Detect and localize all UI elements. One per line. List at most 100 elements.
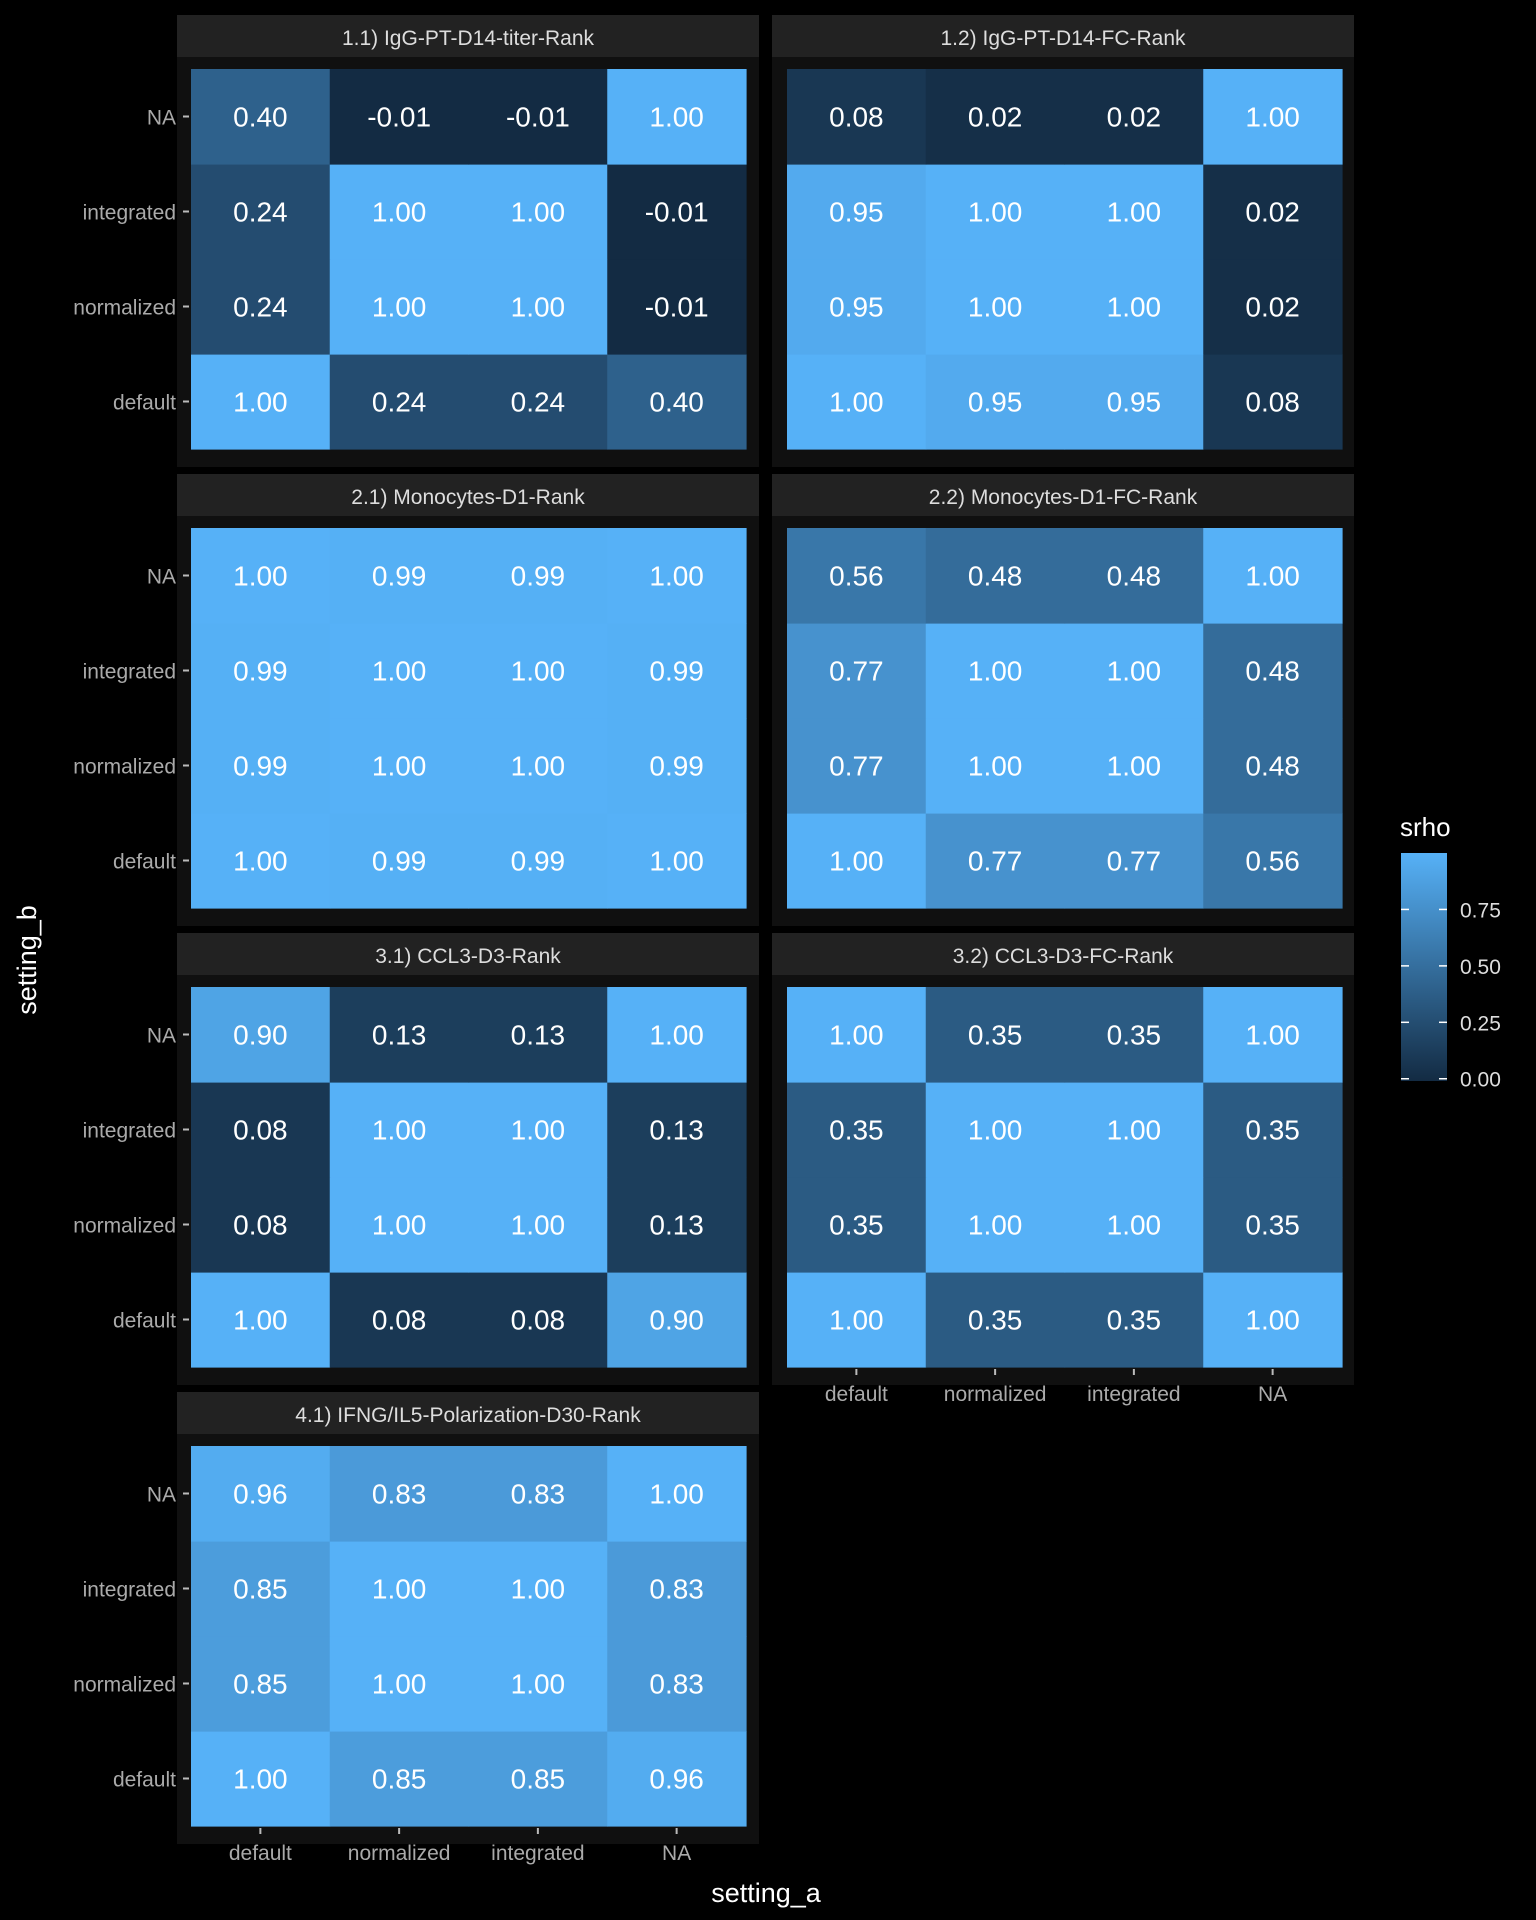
heatmap-cell [191, 1272, 331, 1368]
y-tick-label: normalized [73, 756, 176, 779]
heatmap-cell [925, 1082, 1066, 1178]
cell-value-label: 0.24 [233, 197, 288, 228]
cell-value-label: 1.00 [968, 751, 1023, 782]
cell-value-label: 1.00 [1107, 197, 1162, 228]
cell-value-label: 0.40 [233, 102, 288, 133]
cell-value-label: 1.00 [649, 561, 704, 592]
cell-value-label: 0.13 [372, 1020, 427, 1051]
cell-value-label: 1.00 [372, 1669, 427, 1700]
cell-value-label: 1.00 [1245, 561, 1300, 592]
cell-value-label: 0.95 [829, 292, 884, 323]
cell-value-label: 0.35 [1107, 1305, 1162, 1336]
cell-value-label: 0.99 [511, 846, 566, 877]
cell-value-label: 1.00 [372, 656, 427, 687]
facet-title: 4.1) IFNG/IL5-Polarization-D30-Rank [295, 1404, 641, 1427]
heatmap-cell [191, 1636, 331, 1732]
heatmap-cell [925, 813, 1066, 909]
y-tick-label: NA [147, 566, 176, 589]
facet-strip [177, 474, 759, 516]
heatmap-cell [1203, 718, 1343, 814]
cell-value-label: 0.77 [1107, 846, 1162, 877]
cell-value-label: 0.08 [233, 1115, 288, 1146]
heatmap-cell [925, 69, 1066, 165]
x-tick-label: integrated [1087, 1383, 1180, 1406]
cell-value-label: 0.02 [1245, 292, 1300, 323]
y-tick-label: default [113, 392, 176, 415]
y-tick-label: integrated [83, 661, 176, 684]
heatmap-cell [1064, 1272, 1204, 1368]
cell-value-label: 0.35 [1245, 1210, 1300, 1241]
cell-value-label: 0.08 [1245, 387, 1300, 418]
legend-tick-label: 0.75 [1460, 899, 1501, 922]
facet-title: 3.2) CCL3-D3-FC-Rank [953, 945, 1174, 968]
cell-value-label: 1.00 [829, 1305, 884, 1336]
heatmap-cell [925, 1272, 1066, 1368]
cell-value-label: 1.00 [1107, 751, 1162, 782]
panel: 2.1) Monocytes-D1-Rank 1.00 0.99 0.99 1.00 0.… [73, 474, 759, 926]
heatmap-cell [329, 164, 470, 260]
heatmap-cell [191, 1082, 331, 1178]
cell-value-label: 0.90 [649, 1305, 704, 1336]
heatmap-cell [468, 1636, 608, 1732]
cell-value-label: 1.00 [511, 197, 566, 228]
cell-value-label: 1.00 [511, 1574, 566, 1605]
x-tick-label: integrated [491, 1842, 584, 1865]
cell-value-label: 0.08 [372, 1305, 427, 1336]
heatmap-cell [191, 164, 331, 260]
heatmap-cell [607, 987, 747, 1083]
facet-strip [772, 933, 1354, 975]
cell-value-label: 0.99 [233, 656, 288, 687]
cell-value-label: 0.35 [968, 1020, 1023, 1051]
heatmap-cell [468, 1731, 608, 1827]
heatmap-cell [191, 1541, 331, 1637]
cell-value-label: 1.00 [372, 197, 427, 228]
y-tick-label: NA [147, 1025, 176, 1048]
y-tick-label: default [113, 851, 176, 874]
heatmap-cell [1203, 987, 1343, 1083]
cell-value-label: 1.00 [233, 561, 288, 592]
heatmap-cell [607, 718, 747, 814]
x-tick-label: normalized [348, 1842, 451, 1865]
heatmap-cell [1064, 623, 1204, 719]
cell-value-label: 1.00 [1107, 292, 1162, 323]
cell-value-label: 1.00 [511, 1210, 566, 1241]
cell-value-label: 0.02 [1107, 102, 1162, 133]
heatmap-cell [329, 718, 470, 814]
cell-value-label: 0.99 [372, 561, 427, 592]
heatmap-cell [329, 987, 470, 1083]
y-tick-label: normalized [73, 1215, 176, 1238]
heatmap-cell [468, 1446, 608, 1542]
facet-strip [772, 474, 1354, 516]
heatmap-cell [468, 354, 608, 450]
heatmap-cell [607, 354, 747, 450]
cell-value-label: 1.00 [372, 1210, 427, 1241]
cell-value-label: 1.00 [233, 1764, 288, 1795]
heatmap-cell [1203, 623, 1343, 719]
cell-value-label: 0.13 [649, 1210, 704, 1241]
heatmap-cell [787, 1272, 927, 1368]
cell-value-label: 0.77 [829, 656, 884, 687]
panels-layer: 1.1) IgG-PT-D14-titer-Rank 1.00 0.24 0.24 0.… [73, 15, 1354, 1865]
cell-value-label: 1.00 [233, 1305, 288, 1336]
heatmap-cell [329, 1636, 470, 1732]
cell-value-label: 0.95 [829, 197, 884, 228]
cell-value-label: 0.90 [233, 1020, 288, 1051]
heatmap-cell [925, 1177, 1066, 1273]
facet-strip [177, 1392, 759, 1434]
cell-value-label: 0.02 [1245, 197, 1300, 228]
heatmap-cell [1064, 164, 1204, 260]
heatmap-cell [468, 1272, 608, 1368]
y-tick-label: NA [147, 1484, 176, 1507]
heatmap-cell [329, 1272, 470, 1368]
panel: 1.1) IgG-PT-D14-titer-Rank 1.00 0.24 0.24 0.… [73, 15, 759, 467]
cell-value-label: 1.00 [511, 656, 566, 687]
heatmap-cell [468, 1541, 608, 1637]
cell-value-label: 1.00 [968, 1115, 1023, 1146]
cell-value-label: 0.13 [649, 1115, 704, 1146]
cell-value-label: 0.95 [1107, 387, 1162, 418]
cell-value-label: 0.56 [829, 561, 884, 592]
cell-value-label: 1.00 [1107, 656, 1162, 687]
cell-value-label: 0.24 [372, 387, 427, 418]
cell-value-label: 0.35 [968, 1305, 1023, 1336]
heatmap-cell [329, 69, 470, 165]
